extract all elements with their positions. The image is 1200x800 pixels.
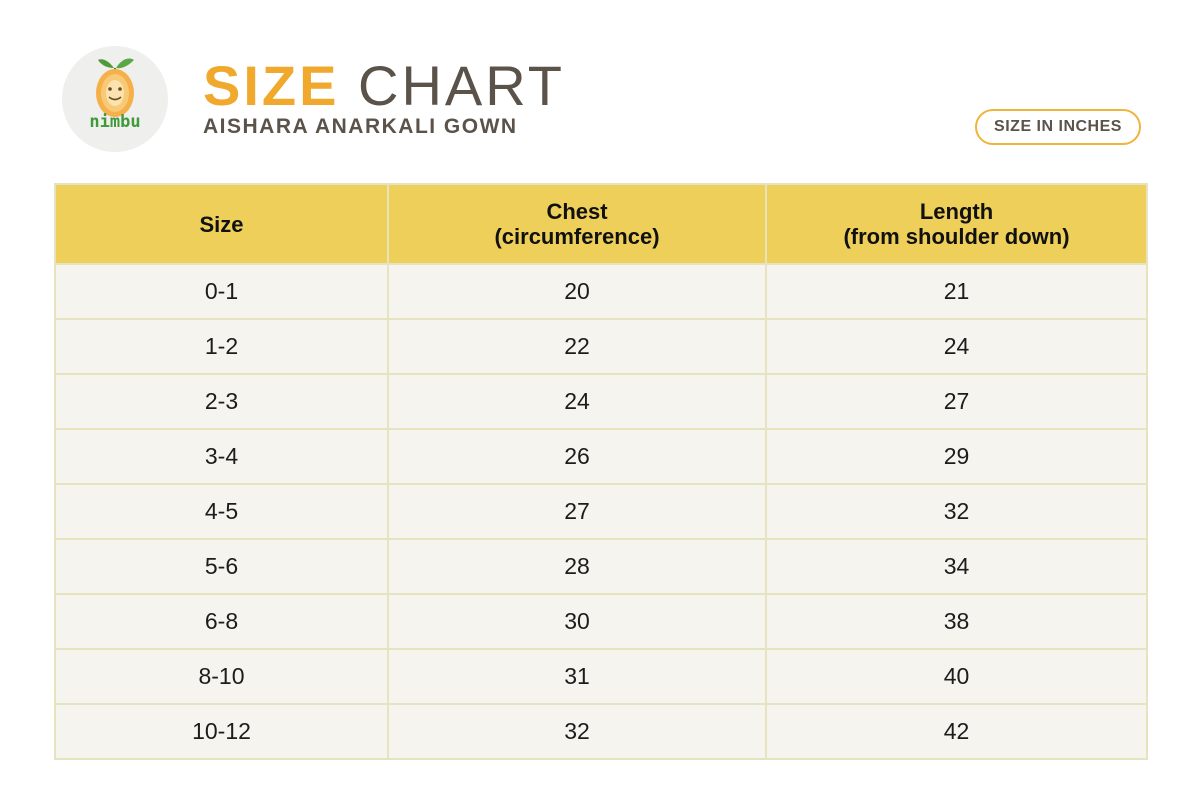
table-row: 2-3 24 27: [54, 373, 1148, 430]
size-table: Size Chest (circumference) Length (from …: [54, 183, 1148, 760]
cell-chest: 32: [387, 703, 767, 760]
cell-chest: 30: [387, 593, 767, 650]
cell-chest: 22: [387, 318, 767, 375]
cell-size: 10-12: [54, 703, 389, 760]
cell-length: 32: [765, 483, 1148, 540]
header-chest: Chest (circumference): [387, 183, 767, 265]
table-row: 3-4 26 29: [54, 428, 1148, 485]
cell-size: 0-1: [54, 263, 389, 320]
cell-chest: 26: [387, 428, 767, 485]
cell-length: 42: [765, 703, 1148, 760]
header-label: Size: [199, 211, 244, 237]
brand-logo: nimbu: [62, 46, 168, 152]
cell-size: 6-8: [54, 593, 389, 650]
table-row: 0-1 20 21: [54, 263, 1148, 320]
product-name: AISHARA ANARKALI GOWN: [203, 115, 518, 138]
page-title: SIZE CHART: [203, 56, 565, 116]
page-title-strong: SIZE: [203, 54, 340, 117]
table-row: 10-12 32 42: [54, 703, 1148, 760]
table-row: 4-5 27 32: [54, 483, 1148, 540]
cell-length: 38: [765, 593, 1148, 650]
cell-size: 1-2: [54, 318, 389, 375]
header-length: Length (from shoulder down): [765, 183, 1148, 265]
table-row: 1-2 22 24: [54, 318, 1148, 375]
header-label: Chest: [546, 199, 608, 224]
cell-size: 2-3: [54, 373, 389, 430]
cell-chest: 24: [387, 373, 767, 430]
lemon-icon: [96, 58, 134, 117]
table-row: 6-8 30 38: [54, 593, 1148, 650]
header-sublabel: (circumference): [494, 224, 660, 249]
unit-badge: SIZE IN INCHES: [975, 109, 1141, 145]
cell-length: 40: [765, 648, 1148, 705]
header-label: Length: [919, 199, 994, 224]
cell-length: 27: [765, 373, 1148, 430]
header-sublabel: (from shoulder down): [843, 224, 1070, 249]
cell-chest: 20: [387, 263, 767, 320]
cell-size: 3-4: [54, 428, 389, 485]
table-header-row: Size Chest (circumference) Length (from …: [54, 183, 1148, 265]
cell-length: 24: [765, 318, 1148, 375]
table-row: 5-6 28 34: [54, 538, 1148, 595]
cell-chest: 31: [387, 648, 767, 705]
cell-size: 5-6: [54, 538, 389, 595]
cell-chest: 28: [387, 538, 767, 595]
table-row: 8-10 31 40: [54, 648, 1148, 705]
cell-length: 34: [765, 538, 1148, 595]
page-title-rest: CHART: [358, 54, 565, 117]
cell-chest: 27: [387, 483, 767, 540]
cell-length: 21: [765, 263, 1148, 320]
brand-logo-text: nimbu: [89, 112, 141, 132]
cell-size: 8-10: [54, 648, 389, 705]
cell-size: 4-5: [54, 483, 389, 540]
cell-length: 29: [765, 428, 1148, 485]
header-size: Size: [54, 183, 389, 265]
